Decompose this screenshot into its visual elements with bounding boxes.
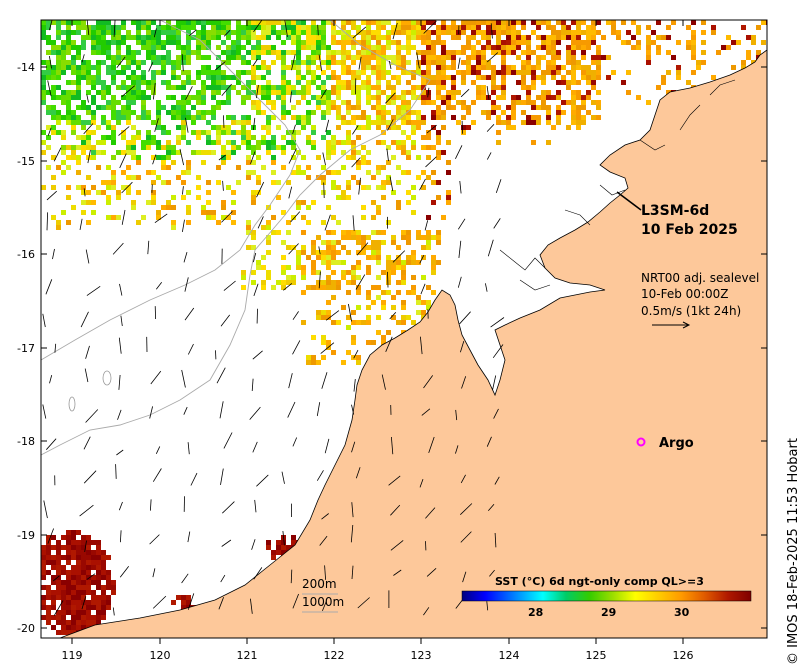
lat-tick-label: -17 bbox=[17, 342, 35, 355]
argo-float-marker bbox=[636, 437, 646, 447]
colorbar-title: SST (°C) 6d ngt-only comp QL>=3 bbox=[495, 575, 704, 588]
reef-outline bbox=[102, 370, 112, 386]
coastline-detail bbox=[499, 79, 736, 291]
lon-tick-label: 124 bbox=[499, 649, 520, 662]
reef-outline bbox=[68, 396, 76, 412]
land-mass bbox=[59, 20, 767, 638]
colorbar bbox=[461, 590, 752, 602]
lat-tick-label: -19 bbox=[17, 529, 35, 542]
plot-area bbox=[41, 20, 767, 638]
bathymetry-200m bbox=[41, 20, 301, 361]
lat-tick-label: -18 bbox=[17, 435, 35, 448]
lat-tick-label: -14 bbox=[17, 61, 35, 74]
colorbar-tick-28: 28 bbox=[528, 606, 543, 619]
lon-tick-label: 126 bbox=[673, 649, 694, 662]
lat-tick-label: -15 bbox=[17, 155, 35, 168]
current-info-line3: 0.5m/s (1kt 24h) bbox=[641, 304, 741, 318]
lon-tick-label: 121 bbox=[237, 649, 258, 662]
lat-tick-label: -16 bbox=[17, 248, 35, 261]
lat-tick-label: -20 bbox=[17, 622, 35, 635]
map-title-date: 10 Feb 2025 bbox=[641, 222, 738, 238]
lon-tick-label: 123 bbox=[411, 649, 432, 662]
imos-credit: © IMOS 18-Feb-2025 11:53 Hobart bbox=[786, 438, 801, 665]
map-frame bbox=[40, 19, 768, 639]
current-info-line2: 10-Feb 00:00Z bbox=[641, 287, 728, 301]
current-arrows bbox=[42, 20, 505, 616]
map-title-product: L3SM-6d bbox=[641, 203, 709, 219]
bathymetry-legend-200m: 200m bbox=[302, 577, 337, 591]
latitude-axis: -14 -15 -16 -17 -18 -19 -20 bbox=[17, 61, 767, 635]
lon-tick-label: 122 bbox=[324, 649, 345, 662]
bathymetry-legend-1000m: 1000m bbox=[302, 595, 344, 609]
colorbar-tick-30: 30 bbox=[674, 606, 690, 619]
lon-tick-label: 125 bbox=[586, 649, 607, 662]
title-leader-line bbox=[616, 191, 642, 211]
argo-label: Argo bbox=[659, 436, 694, 451]
lon-tick-label: 119 bbox=[62, 649, 83, 662]
bathymetry-1000m bbox=[41, 20, 431, 456]
colorbar-tick-29: 29 bbox=[601, 606, 616, 619]
longitude-axis: 119 120 121 122 123 124 125 126 bbox=[62, 20, 694, 662]
current-scale-arrow bbox=[652, 321, 691, 329]
current-info-line1: NRT00 adj. sealevel bbox=[641, 271, 759, 285]
lon-tick-label: 120 bbox=[150, 649, 171, 662]
